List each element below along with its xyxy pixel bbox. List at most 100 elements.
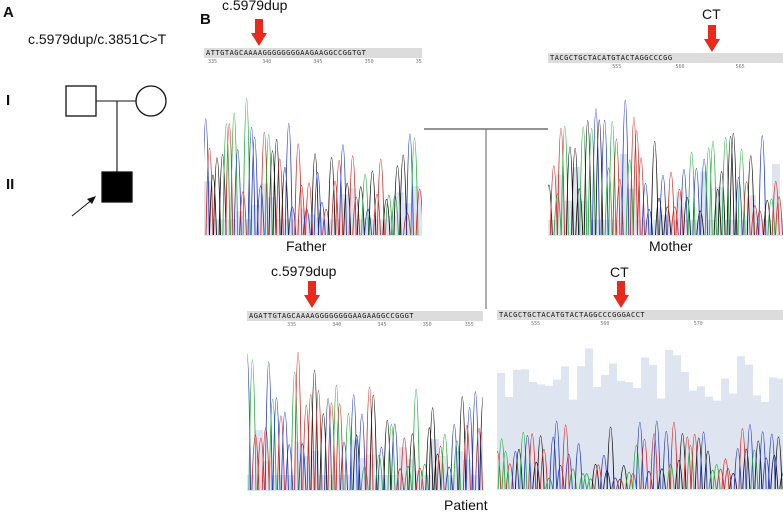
trace-peak xyxy=(603,470,612,490)
patient-square xyxy=(101,171,133,203)
trace-peak xyxy=(297,184,306,236)
trace-peak xyxy=(352,197,361,236)
trace-peak xyxy=(666,464,675,490)
trace-peak xyxy=(625,159,634,236)
trace-peak xyxy=(445,466,454,491)
trace-peak xyxy=(373,194,381,236)
generation-ii-label: II xyxy=(6,176,15,193)
trace-peak xyxy=(260,132,269,236)
trace-peak xyxy=(670,206,679,236)
trace-peak xyxy=(549,436,558,490)
trace-peak xyxy=(396,468,405,491)
patient-caption: Patient xyxy=(444,497,488,513)
trace-peak xyxy=(742,181,751,236)
trace-peak xyxy=(621,99,630,236)
trace-peak xyxy=(317,202,326,236)
trace-peak xyxy=(650,433,659,490)
trace-peak xyxy=(635,421,644,490)
trace-peak xyxy=(428,407,437,491)
mother-mutation-arrow xyxy=(704,25,720,52)
trace-peak xyxy=(750,205,759,236)
trace-peak xyxy=(399,154,408,236)
mother-mutation-label: CT xyxy=(702,6,721,22)
trace-peak xyxy=(662,431,671,490)
trace-peak xyxy=(536,435,545,490)
trace-peak xyxy=(331,181,339,236)
trace-peak xyxy=(247,126,256,236)
trace-peak xyxy=(721,458,730,490)
trace-peak xyxy=(218,154,227,236)
trace-peak xyxy=(616,478,625,490)
trace-peak xyxy=(335,160,344,236)
patient-dup-positions: 335 340 345 350 355 xyxy=(287,322,474,328)
trace-peak xyxy=(268,150,277,236)
trace-peak xyxy=(696,210,705,236)
trace-peak xyxy=(405,133,414,236)
trace-peak xyxy=(755,210,764,236)
trace-peak xyxy=(625,471,634,490)
trace-peak xyxy=(650,140,659,236)
trace-peak xyxy=(306,394,315,491)
trace-peak xyxy=(557,127,565,236)
trace-peak xyxy=(408,433,417,491)
panel-b-label: B xyxy=(200,11,211,28)
trace-peak xyxy=(311,153,320,236)
trace-peak xyxy=(205,147,214,236)
trace-peak xyxy=(360,466,369,491)
trace-peak xyxy=(511,451,520,490)
trace-peak xyxy=(261,427,270,491)
quality-band xyxy=(204,181,422,236)
trace-peak xyxy=(375,454,384,491)
trace-peak xyxy=(758,135,767,236)
trace-peak xyxy=(709,140,717,236)
father-caption: Father xyxy=(286,238,327,254)
trace-peak xyxy=(256,185,265,236)
trace-peak xyxy=(612,138,621,236)
trace-peak xyxy=(582,473,591,490)
trace-peak xyxy=(583,120,592,236)
trace-peak xyxy=(683,436,692,490)
trace-peak xyxy=(250,136,259,236)
trace-peak xyxy=(578,473,587,490)
trace-peak xyxy=(652,420,661,490)
proband-arrow xyxy=(71,198,94,217)
patient-ct-mutation-arrow xyxy=(613,281,629,308)
trace-peak xyxy=(471,391,480,491)
proband-arrow-head xyxy=(87,196,96,204)
trace-peak xyxy=(415,188,422,236)
trace-peak xyxy=(591,108,600,236)
patient-ct-mutation-label: CT xyxy=(610,264,629,280)
trace-peak xyxy=(733,448,742,490)
trace-peak xyxy=(738,428,747,490)
trace-peak xyxy=(708,469,717,490)
trace-peak xyxy=(390,423,399,491)
father-chromatogram: ATTGTAGCAAAAGGGGGGGGAAGAAGGCCGGTGT 335 3… xyxy=(204,48,422,236)
trace-peak xyxy=(310,369,319,491)
trace-peak xyxy=(561,424,570,490)
trace-peak xyxy=(763,199,772,236)
trace-peak xyxy=(519,432,528,490)
trace-peak xyxy=(369,394,378,491)
trace-peak xyxy=(632,130,641,236)
trace-peak xyxy=(264,361,273,491)
trace-peak xyxy=(750,450,759,490)
trace-peak xyxy=(410,137,419,236)
trace-peak xyxy=(440,434,449,491)
father-trace xyxy=(204,97,422,236)
trace-peak xyxy=(376,158,385,236)
trace-peak xyxy=(545,477,554,490)
trace-peak xyxy=(209,174,217,236)
trace-peak xyxy=(675,188,684,236)
patient-ct-positions: 555 560 570 xyxy=(531,321,703,327)
patient-ct-trace xyxy=(497,348,783,490)
trace-peak xyxy=(717,171,726,236)
trace-peak xyxy=(364,208,372,236)
trace-peak xyxy=(659,175,667,236)
trace-peak xyxy=(644,470,653,490)
trace-peak xyxy=(225,123,234,236)
trace-peak xyxy=(294,351,303,491)
trace-peak xyxy=(629,473,637,490)
patient-dup-trace xyxy=(247,351,483,491)
trace-peak xyxy=(420,464,429,491)
patient-ct-chromatogram: TACGCTGCTACATGTACTAGGCCCGGGACCT 555 560 … xyxy=(497,310,783,490)
